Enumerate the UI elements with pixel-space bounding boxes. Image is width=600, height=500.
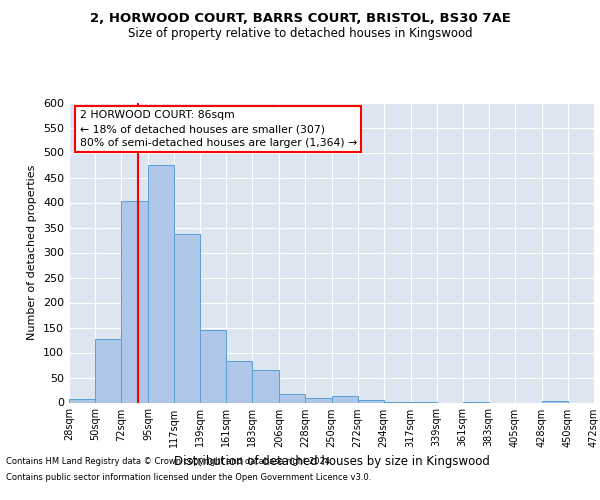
Bar <box>358 400 383 402</box>
Text: Contains HM Land Registry data © Crown copyright and database right 2024.: Contains HM Land Registry data © Crown c… <box>6 458 332 466</box>
Bar <box>331 396 358 402</box>
Text: 2, HORWOOD COURT, BARRS COURT, BRISTOL, BS30 7AE: 2, HORWOOD COURT, BARRS COURT, BRISTOL, … <box>89 12 511 26</box>
Bar <box>252 370 280 402</box>
Bar <box>305 398 331 402</box>
Y-axis label: Number of detached properties: Number of detached properties <box>28 165 37 340</box>
Text: Size of property relative to detached houses in Kingswood: Size of property relative to detached ho… <box>128 28 472 40</box>
Bar <box>69 398 95 402</box>
X-axis label: Distribution of detached houses by size in Kingswood: Distribution of detached houses by size … <box>173 455 490 468</box>
Bar <box>280 394 305 402</box>
Text: Contains public sector information licensed under the Open Government Licence v3: Contains public sector information licen… <box>6 472 371 482</box>
Bar <box>226 360 252 403</box>
Bar <box>95 338 121 402</box>
Bar <box>121 200 148 402</box>
Bar <box>148 164 174 402</box>
Bar <box>542 401 568 402</box>
Bar <box>200 330 226 402</box>
Text: 2 HORWOOD COURT: 86sqm
← 18% of detached houses are smaller (307)
80% of semi-de: 2 HORWOOD COURT: 86sqm ← 18% of detached… <box>79 110 357 148</box>
Bar <box>174 234 200 402</box>
